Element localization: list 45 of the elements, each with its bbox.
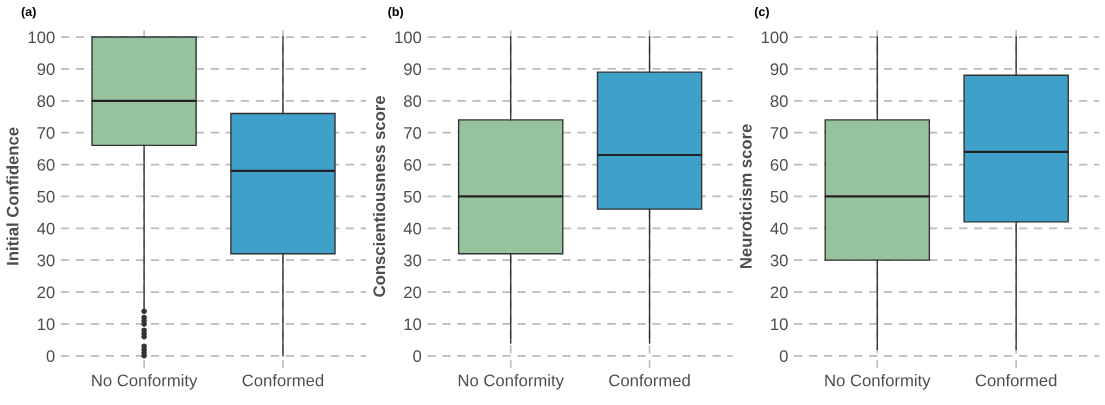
y-tick-label: 50 xyxy=(770,190,788,203)
y-tick-label: 90 xyxy=(404,63,422,76)
y-tick-label: 90 xyxy=(770,63,788,76)
x-tick-label: Conformed xyxy=(242,374,324,387)
y-tick-label: 40 xyxy=(770,222,788,235)
x-tick-label: No Conformity xyxy=(825,374,931,390)
x-tick-label: No Conformity xyxy=(458,374,564,390)
x-tick-label: No Conformity xyxy=(92,374,198,390)
y-axis-title: Initial Confidence xyxy=(6,127,19,265)
y-tick-label: 70 xyxy=(37,127,55,139)
y-tick-label: 80 xyxy=(37,95,55,107)
y-tick-label: 30 xyxy=(770,254,788,267)
y-tick-label: 30 xyxy=(403,254,422,267)
y-tick-label: 70 xyxy=(770,127,788,139)
x-tick-label: Conformed xyxy=(975,374,1057,387)
y-tick-label: 0 xyxy=(779,350,788,362)
y-tick-label: 100 xyxy=(28,31,55,44)
y-tick-label: 10 xyxy=(37,318,55,331)
y-tick-label: 60 xyxy=(37,158,55,171)
y-tick-label: 70 xyxy=(404,127,422,139)
y-tick-label: 60 xyxy=(404,158,422,171)
y-tick-label: 10 xyxy=(771,318,788,331)
y-tick-label: 100 xyxy=(761,31,788,44)
y-tick-label: 90 xyxy=(37,63,55,76)
y-tick-label: 40 xyxy=(403,222,422,235)
y-tick-label: 20 xyxy=(37,286,55,299)
y-axis-title: Neuroticism score xyxy=(739,124,752,269)
y-tick-label: 100 xyxy=(395,31,422,44)
y-tick-label: 30 xyxy=(37,254,55,267)
y-tick-label: 40 xyxy=(37,222,55,235)
y-tick-label: 60 xyxy=(770,158,788,171)
y-tick-label: 20 xyxy=(404,286,422,299)
y-tick-label: 80 xyxy=(404,95,422,107)
chart-title: (a) xyxy=(21,6,36,19)
y-tick-label: 0 xyxy=(46,350,55,362)
y-tick-label: 10 xyxy=(404,318,422,331)
chart-title: (b) xyxy=(388,6,403,19)
y-tick-label: 0 xyxy=(413,350,422,362)
chart-title: (c) xyxy=(754,6,769,19)
y-tick-label: 80 xyxy=(770,95,788,107)
y-tick-label: 50 xyxy=(403,190,422,203)
y-tick-label: 20 xyxy=(770,286,788,299)
y-tick-label: 50 xyxy=(37,190,55,203)
x-tick-label: Conformed xyxy=(609,374,690,387)
y-axis-title: Conscientiousness score xyxy=(372,96,386,297)
